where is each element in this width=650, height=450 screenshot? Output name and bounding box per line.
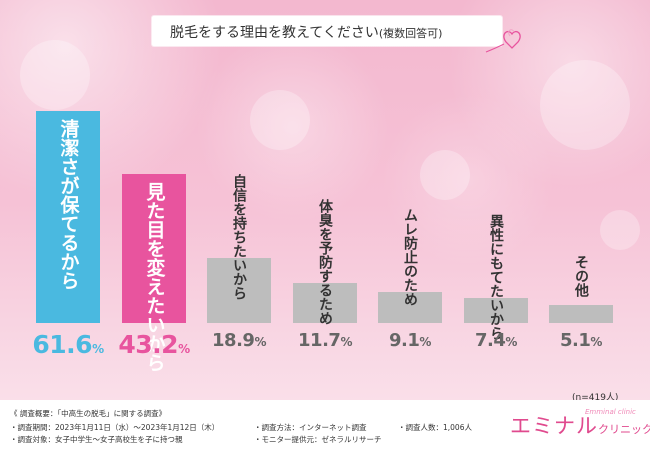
- bar-4: [293, 283, 357, 323]
- value-number-4: 11.7: [298, 330, 341, 351]
- value-percent-1: %: [92, 342, 104, 356]
- footer-count: ・調査人数：1,006人: [398, 423, 472, 432]
- chart-title: 脱毛をする理由を教えてください(複数回答可): [170, 22, 442, 42]
- value-number-5: 9.1: [389, 330, 420, 351]
- value-label-1: 61.6%: [28, 330, 108, 359]
- footer-target: ・調査対象：女子中学生～女子高校生を子に持つ親: [10, 435, 183, 444]
- bar-label-1: 清潔さが保てるから: [57, 119, 80, 290]
- bar-5: [378, 292, 442, 323]
- bar-label-2: 見た目を変えたいから: [143, 182, 166, 372]
- footer-method: ・調査方法：インターネット調査: [254, 423, 367, 432]
- value-percent-6: %: [505, 335, 517, 349]
- chart-title-sub: (複数回答可): [378, 27, 443, 40]
- value-label-4: 11.7%: [285, 330, 365, 351]
- footer-provider: ・モニター提供元：ゼネラルリサーチ: [254, 435, 382, 444]
- value-label-2: 43.2%: [114, 330, 194, 359]
- value-label-3: 18.9%: [199, 330, 279, 351]
- bar-7: [549, 305, 613, 323]
- value-label-5: 9.1%: [370, 330, 450, 351]
- value-number-3: 18.9: [212, 330, 255, 351]
- bar-label-3: 自信を持ちたいから: [231, 174, 247, 300]
- value-percent-5: %: [419, 335, 431, 349]
- footer-heading: 《 調査概要：「中高生の脱毛」に関する調査》: [10, 409, 167, 418]
- title-box: [152, 16, 502, 46]
- value-percent-7: %: [590, 335, 602, 349]
- brand-name-small: クリニック: [598, 423, 650, 436]
- chart-title-main: 脱毛をする理由を教えてください: [170, 25, 379, 41]
- brand-logo: エミナルクリニック: [510, 410, 650, 440]
- value-percent-4: %: [340, 335, 352, 349]
- bar-label-5: ムレ防止のため: [402, 208, 418, 306]
- bar-label-6: 異性にもてたいから: [488, 214, 504, 340]
- footer-period: ・調査期間：2023年1月11日（水）～2023年1月12日（木）: [10, 423, 220, 432]
- bar-label-4: 体臭を予防するため: [317, 199, 333, 325]
- value-number-7: 5.1: [560, 330, 591, 351]
- value-number-2: 43.2: [118, 330, 179, 359]
- value-label-7: 5.1%: [541, 330, 621, 351]
- value-percent-2: %: [178, 342, 190, 356]
- heart-icon: [485, 29, 521, 53]
- value-number-6: 7.4: [475, 330, 506, 351]
- bar-3: [207, 258, 271, 323]
- brand-script: Emminal clinic: [585, 408, 636, 416]
- value-label-6: 7.4%: [456, 330, 536, 351]
- bar-6: [464, 298, 528, 323]
- value-percent-3: %: [254, 335, 266, 349]
- bar-label-7: その他: [573, 255, 589, 297]
- bar-1: [36, 111, 100, 323]
- value-number-1: 61.6: [32, 330, 93, 359]
- bar-2: [122, 174, 186, 323]
- survey-footer: [0, 400, 650, 450]
- brand-name-big: エミナル: [510, 414, 598, 438]
- sample-size-note: (n=419人): [572, 393, 619, 403]
